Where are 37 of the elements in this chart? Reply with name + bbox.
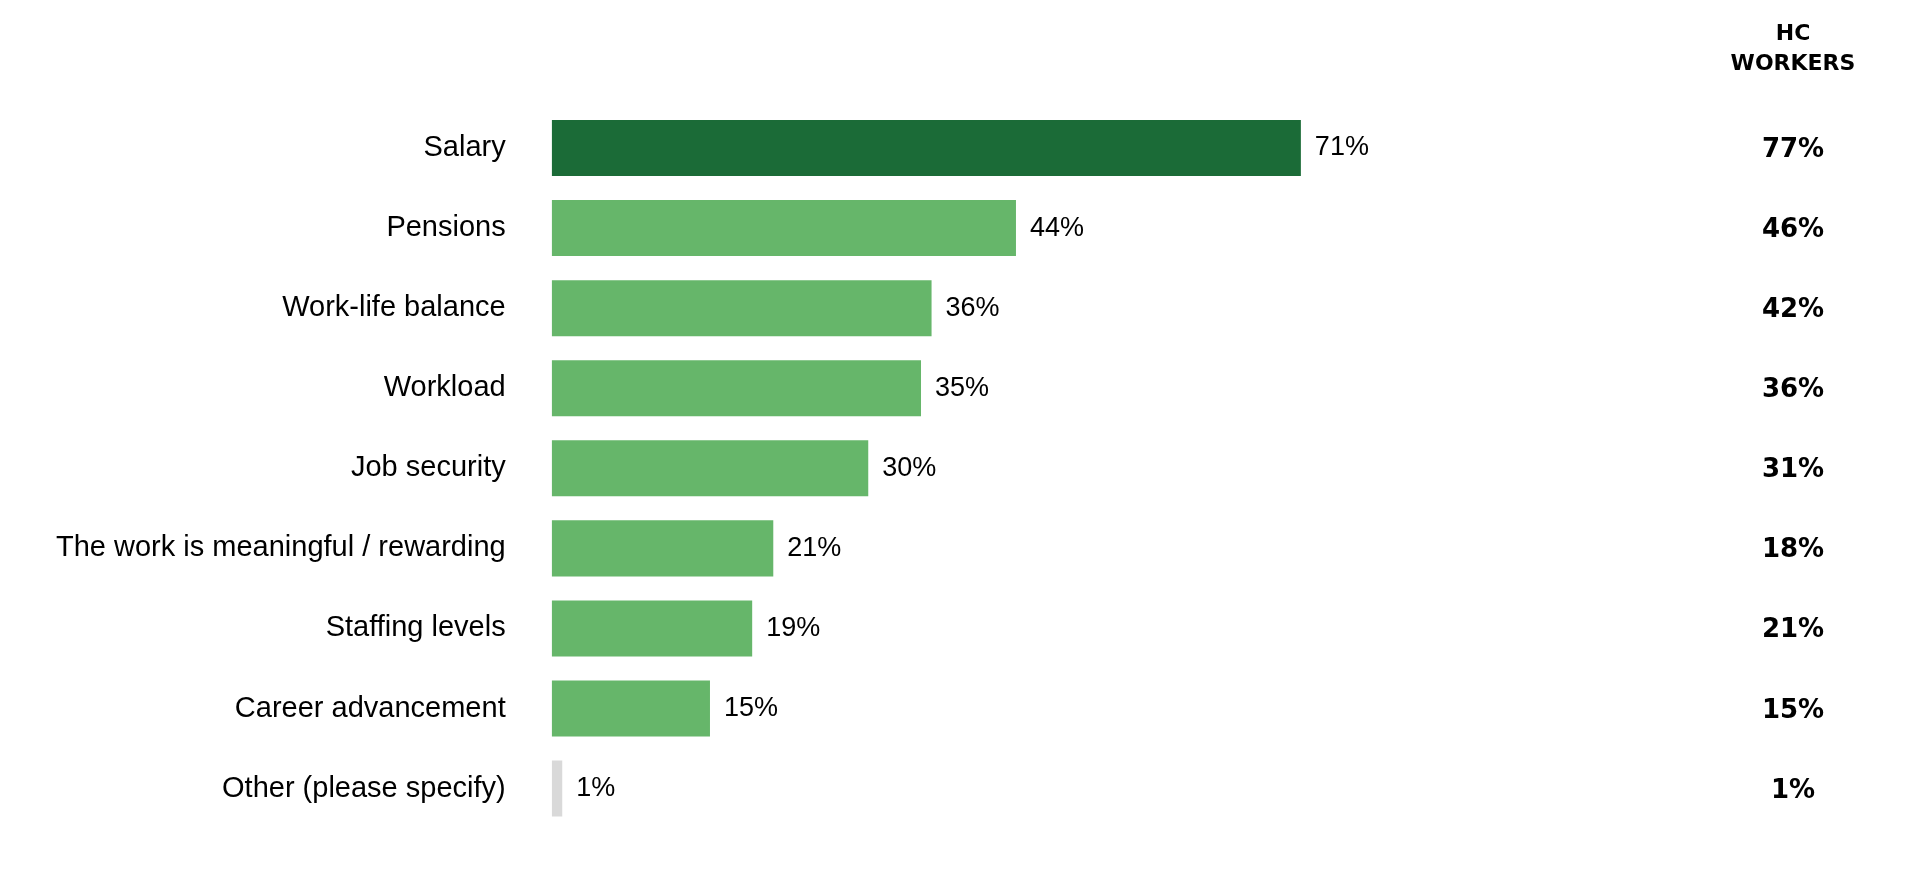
data-label: 21%	[787, 531, 842, 562]
data-label: 15%	[723, 691, 779, 722]
data-label: 19%	[766, 611, 821, 642]
data-label: 21%	[1760, 612, 1826, 645]
bar	[551, 520, 774, 577]
data-label: 77%	[1760, 132, 1826, 165]
data-label: 35%	[935, 371, 990, 402]
bar	[551, 280, 932, 337]
y-tick-label: Pensions	[386, 210, 506, 243]
data-label: 36%	[1760, 372, 1826, 405]
data-label: 1%	[1769, 772, 1817, 805]
data-label: 46%	[1760, 212, 1826, 245]
bar	[551, 760, 563, 817]
bar	[551, 360, 922, 417]
y-tick-label: Job security	[350, 450, 507, 483]
y-tick-label: Other (please specify)	[222, 770, 506, 803]
bar	[551, 120, 1301, 177]
data-label: 18%	[1760, 532, 1826, 565]
data-label: 44%	[1029, 211, 1085, 242]
data-label: 15%	[1760, 692, 1826, 725]
y-tick-label: Workload	[383, 370, 506, 403]
y-tick-label: Staffing levels	[325, 610, 506, 643]
data-label: 31%	[1760, 452, 1826, 485]
bar	[551, 600, 753, 657]
data-label: 71%	[1314, 131, 1369, 162]
y-tick-label: Work-life balance	[282, 290, 506, 323]
y-tick-label: Salary	[423, 130, 507, 163]
data-label: 1%	[576, 772, 616, 803]
bar	[551, 680, 710, 737]
text: HC WORKERS	[1729, 19, 1857, 77]
y-tick-label: Career advancement	[234, 690, 506, 723]
y-tick-label: The work is meaningful / rewarding	[56, 530, 506, 563]
data-label: 42%	[1760, 292, 1826, 325]
bar	[551, 440, 869, 497]
data-label: 36%	[945, 291, 1000, 322]
data-label: 30%	[882, 451, 937, 482]
bar	[551, 200, 1016, 257]
